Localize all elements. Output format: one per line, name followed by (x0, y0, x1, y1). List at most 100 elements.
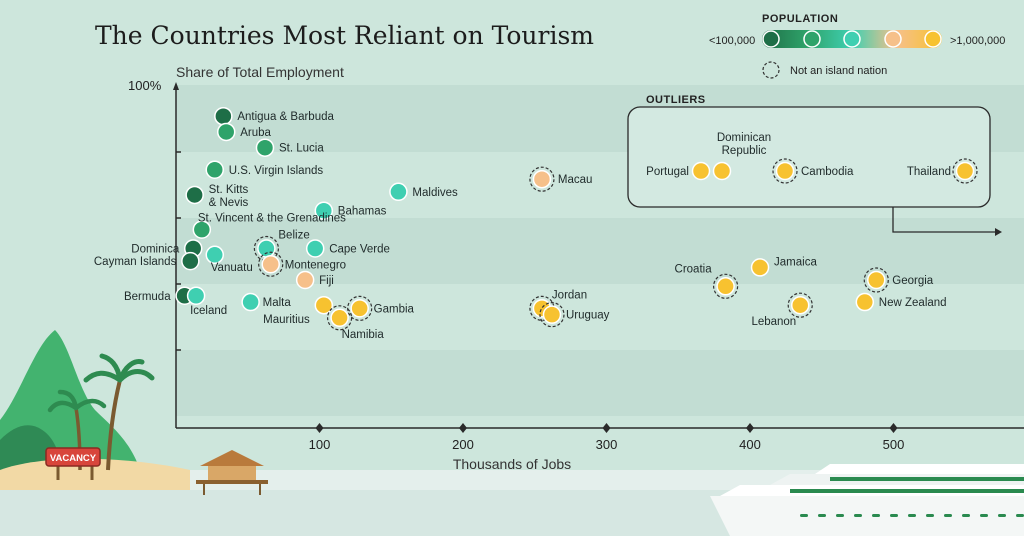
not-island-ring (326, 305, 353, 331)
data-point: Bermuda (124, 286, 194, 305)
x-tick-marker (459, 423, 467, 433)
hut-body (208, 466, 256, 480)
outlier-label: Dominican Republic (717, 132, 771, 157)
legend-dots (762, 30, 942, 48)
y-axis-ticks (176, 151, 181, 351)
point-label: Cape Verde (329, 244, 390, 256)
x-tick-marker (889, 423, 898, 433)
point-label: Gambia (374, 303, 415, 315)
data-point: Mauritius (263, 295, 334, 326)
legend-dot (803, 30, 821, 48)
data-point: Namibia (326, 305, 385, 341)
point-marker (867, 270, 886, 290)
outlier-point: Cambodia (772, 158, 854, 184)
data-point: New Zealand (855, 292, 947, 312)
point-label: Namibia (342, 329, 385, 341)
data-point: Uruguay (539, 302, 610, 328)
ship-stripe (830, 477, 1024, 481)
point-label: Aruba (240, 127, 271, 139)
not-island-ring (952, 158, 978, 184)
point-label: Belize (278, 230, 309, 242)
hut-roof (200, 450, 264, 466)
palm-leaves (83, 353, 155, 383)
point-marker (216, 122, 236, 142)
porthole (890, 514, 898, 517)
not-island-ring (529, 166, 555, 192)
data-point: Cayman Islands (94, 251, 200, 271)
outlier-label: Portugal (646, 166, 689, 178)
point-marker (192, 220, 212, 239)
data-point: St. Kitts & Nevis (185, 184, 249, 209)
point-marker (330, 308, 349, 328)
point-label: U.S. Virgin Islands (229, 165, 324, 177)
hut-deck (196, 480, 268, 484)
point-label: Montenegro (285, 259, 346, 271)
x-tick-marker (602, 423, 611, 433)
point-marker (314, 295, 334, 315)
point-label: New Zealand (879, 297, 947, 309)
point-marker (214, 106, 233, 126)
cruise-ship-illustration (710, 464, 1024, 536)
island-illustration: VACANCY (0, 330, 268, 495)
not-island-ring (863, 267, 889, 293)
point-label: St. Lucia (279, 143, 324, 155)
legend-high-label: >1,000,000 (950, 35, 1005, 47)
legend-dot (924, 30, 942, 48)
x-tick-label: 500 (883, 437, 905, 452)
point-marker (712, 161, 732, 181)
data-point: Iceland (186, 286, 227, 317)
data-point: Vanuatu (205, 245, 253, 274)
palm-trunk (106, 379, 122, 471)
data-point: Malta (241, 292, 292, 312)
outlier-label: Thailand (907, 166, 951, 178)
x-axis-title: Thousands of Jobs (453, 456, 571, 472)
y-axis-arrow (173, 82, 179, 90)
data-point: Jamaica (750, 256, 817, 277)
point-marker (790, 295, 810, 315)
point-marker (241, 292, 260, 312)
outliers-box: OUTLIERS Portugal Dominican Republic Cambod… (627, 94, 1002, 236)
outliers-points: Portugal Dominican Republic Cambodia Thailan… (646, 132, 978, 184)
not-island-marker (762, 61, 780, 79)
data-point: St. Vincent & the Grenadines (192, 213, 346, 239)
palm-leaves-2 (47, 389, 107, 413)
x-tick-label: 400 (739, 437, 761, 452)
porthole (998, 514, 1006, 517)
porthole (980, 514, 988, 517)
ship-hull (710, 496, 1024, 536)
data-point: Montenegro (258, 251, 346, 277)
point-label: Dominica (131, 244, 180, 256)
data-point: Croatia (675, 263, 739, 299)
data-point: Georgia (863, 267, 934, 293)
not-island-ring (347, 295, 373, 321)
point-marker (305, 239, 325, 258)
legend-low-label: <100,000 (709, 35, 755, 47)
ship-portholes (800, 514, 1024, 517)
data-point: St. Lucia (255, 138, 324, 157)
point-label: Uruguay (566, 310, 610, 322)
point-marker (532, 169, 552, 189)
data-points: Antigua & Barbuda Aruba St. Lucia U.S. Virg… (94, 106, 947, 341)
point-marker (716, 277, 735, 296)
data-point: Bahamas (314, 201, 387, 220)
point-marker (205, 160, 224, 179)
porthole (872, 514, 880, 517)
band (176, 350, 1024, 416)
data-point: Macau (529, 166, 592, 192)
not-island-ring (253, 235, 280, 262)
outlier-label: Cambodia (801, 166, 854, 178)
not-island-label: Not an island nation (790, 65, 887, 77)
vacancy-sign (45, 447, 101, 467)
point-marker (257, 239, 276, 258)
legend-heading: POPULATION (762, 13, 838, 25)
not-island-ring (772, 158, 798, 184)
point-label: Malta (263, 297, 292, 309)
x-tick-label: 300 (596, 437, 618, 452)
outliers-heading: OUTLIERS (646, 94, 706, 106)
data-point: Lebanon (751, 292, 813, 328)
legend-dot (843, 30, 861, 48)
point-marker (775, 161, 795, 181)
porthole (800, 514, 808, 517)
data-point: Fiji (295, 270, 334, 290)
